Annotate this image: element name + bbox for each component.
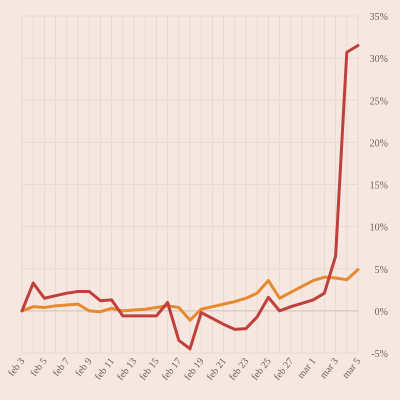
y-tick-label: 5% bbox=[375, 265, 388, 276]
x-tick-label: feb 13 bbox=[115, 356, 139, 383]
y-tick-label: 30% bbox=[370, 54, 388, 65]
x-tick-label: mar 5 bbox=[341, 356, 364, 381]
x-tick-label: feb 19 bbox=[182, 356, 206, 383]
x-tick-label: feb 3 bbox=[6, 356, 27, 379]
series-line-2 bbox=[20, 43, 360, 351]
x-tick-label: feb 7 bbox=[51, 356, 72, 379]
y-tick-label: -5% bbox=[371, 349, 388, 360]
x-tick-label: feb 5 bbox=[29, 356, 50, 379]
series-line-1 bbox=[20, 268, 360, 322]
x-tick-label: feb 25 bbox=[250, 356, 274, 383]
y-tick-label: 10% bbox=[370, 223, 388, 234]
x-tick-label: feb 23 bbox=[227, 356, 251, 383]
x-tick-label: feb 27 bbox=[272, 356, 296, 383]
x-tick-label: mar 1 bbox=[296, 356, 319, 381]
x-tick-label: feb 11 bbox=[93, 356, 117, 382]
x-tick-label: feb 17 bbox=[160, 356, 184, 383]
x-tick-label: mar 3 bbox=[318, 356, 341, 381]
x-tick-label: feb 9 bbox=[73, 356, 94, 379]
series-lines bbox=[20, 43, 360, 351]
y-axis-ticks: -5% 0% 5% 10% 15% 20% 25% 30% 35% bbox=[370, 12, 388, 360]
x-tick-label: feb 21 bbox=[205, 356, 229, 383]
y-tick-label: 20% bbox=[370, 138, 388, 149]
y-tick-label: 25% bbox=[370, 96, 388, 107]
x-tick-label: feb 15 bbox=[138, 356, 162, 383]
y-tick-label: 15% bbox=[370, 181, 388, 192]
y-tick-label: 0% bbox=[375, 307, 388, 318]
y-tick-label: 35% bbox=[370, 12, 388, 23]
